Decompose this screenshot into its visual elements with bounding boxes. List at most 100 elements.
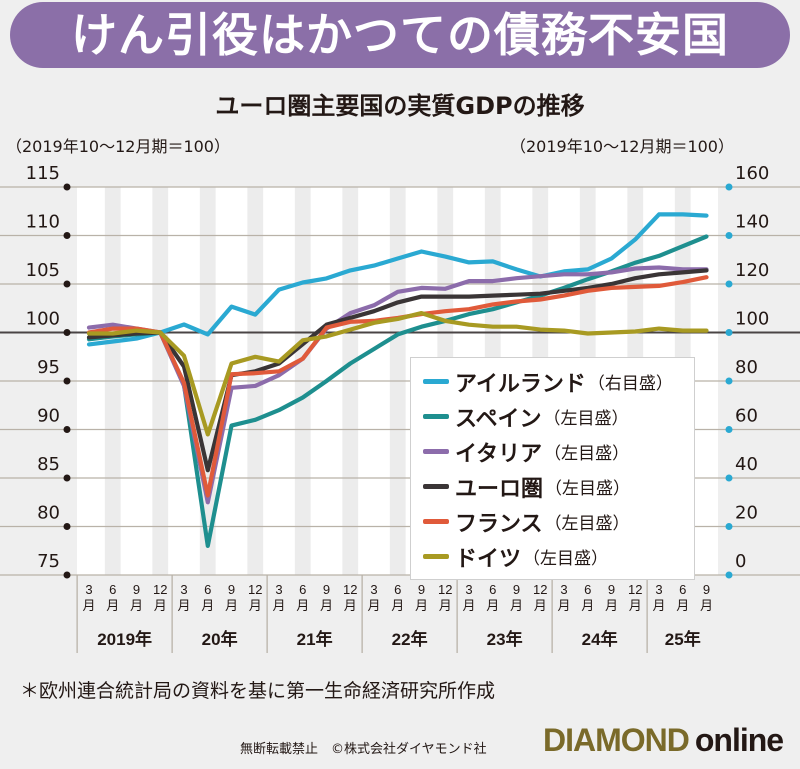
x-month-suffix: 月 — [534, 599, 547, 614]
x-month-suffix: 月 — [605, 599, 618, 614]
x-month-suffix: 月 — [462, 599, 475, 614]
x-month-number: 6 — [299, 582, 306, 597]
x-month-number: 6 — [489, 582, 496, 597]
x-month-suffix: 月 — [320, 599, 333, 614]
right-tick-label: 100 — [735, 309, 769, 330]
legend-axis-note: （左目盛） — [543, 409, 629, 429]
legend-series-name: ユーロ圏 — [455, 476, 544, 502]
x-month-suffix: 月 — [510, 599, 523, 614]
x-month-number: 3 — [85, 582, 92, 597]
legend-item: スペイン （左目盛） — [423, 399, 694, 434]
x-month-number: 6 — [109, 582, 116, 597]
x-month-suffix: 月 — [201, 599, 214, 614]
x-month-number: 6 — [394, 582, 401, 597]
legend-item: ドイツ （左目盛） — [423, 539, 694, 574]
legend-axis-note: （左目盛） — [544, 444, 630, 464]
x-month-number: 3 — [655, 582, 662, 597]
x-month-number: 12 — [343, 582, 357, 597]
x-month-number: 9 — [418, 582, 425, 597]
legend-item: フランス （左目盛） — [423, 504, 694, 539]
legend-axis-note: （左目盛） — [544, 514, 630, 534]
right-tick-label: 140 — [735, 212, 769, 233]
x-month-suffix: 月 — [439, 599, 452, 614]
x-month-suffix: 月 — [391, 599, 404, 614]
x-month-number: 3 — [275, 582, 282, 597]
x-month-suffix: 月 — [272, 599, 285, 614]
x-month-suffix: 月 — [486, 599, 499, 614]
legend: アイルランド （右目盛） スペイン （左目盛） イタリア （左目盛） ユーロ圏 （左目盛） フラ… — [410, 357, 695, 580]
legend-swatch — [423, 554, 449, 559]
x-month-number: 12 — [628, 582, 642, 597]
x-month-number: 3 — [560, 582, 567, 597]
legend-series-name: アイルランド — [455, 371, 586, 397]
legend-axis-note: （右目盛） — [587, 374, 673, 394]
left-tick-dot — [63, 523, 71, 530]
left-tick-label: 85 — [37, 454, 60, 475]
x-month-suffix: 月 — [106, 599, 119, 614]
left-tick-dot — [63, 377, 71, 385]
left-tick-label: 110 — [26, 212, 60, 233]
x-month-number: 6 — [584, 582, 591, 597]
legend-series-name: イタリア — [455, 441, 543, 467]
x-month-suffix: 月 — [652, 599, 665, 614]
x-month-suffix: 月 — [344, 599, 357, 614]
right-tick-label: 40 — [735, 454, 758, 475]
x-month-suffix: 月 — [629, 599, 642, 614]
left-tick-label: 80 — [37, 503, 60, 524]
right-tick-label: 0 — [735, 551, 746, 572]
legend-swatch — [423, 379, 449, 384]
x-month-number: 12 — [248, 582, 262, 597]
left-tick-label: 100 — [26, 309, 60, 330]
right-tick-dot — [725, 329, 733, 336]
legend-series-name: フランス — [455, 511, 543, 537]
x-month-number: 3 — [180, 582, 187, 597]
left-tick-dot — [63, 232, 71, 239]
right-tick-dot — [725, 280, 733, 288]
x-month-suffix: 月 — [82, 599, 95, 614]
legend-series-name: ドイツ — [455, 546, 522, 572]
legend-item: ユーロ圏 （左目盛） — [423, 469, 694, 504]
left-tick-label: 75 — [37, 551, 60, 572]
right-tick-dot — [725, 426, 733, 433]
logo-main: DIAMOND — [543, 722, 690, 758]
x-month-suffix: 月 — [581, 599, 594, 614]
x-month-suffix: 月 — [296, 599, 309, 614]
x-month-number: 6 — [204, 582, 211, 597]
x-year-label: 24年 — [582, 629, 618, 649]
x-month-suffix: 月 — [676, 599, 689, 614]
right-tick-label: 60 — [735, 406, 758, 427]
right-axis-unit: （2019年10～12月期＝100） — [510, 137, 734, 156]
legend-swatch — [423, 449, 449, 454]
legend-swatch — [423, 519, 449, 524]
right-tick-label: 120 — [735, 260, 769, 281]
headline-title: けん引役はかつての債務不安国 — [71, 8, 729, 62]
left-tick-dot — [63, 280, 71, 288]
x-month-number: 9 — [133, 582, 140, 597]
x-month-suffix: 月 — [154, 599, 167, 614]
legend-series-name: スペイン — [455, 406, 542, 432]
x-month-number: 3 — [370, 582, 377, 597]
source-note: ＊欧州連合統計局の資料を基に第一生命経済研究所作成 — [20, 680, 496, 702]
x-month-number: 6 — [679, 582, 686, 597]
left-tick-dot — [63, 426, 71, 433]
x-year-label: 2019年 — [97, 629, 152, 649]
x-year-label: 21年 — [297, 629, 333, 649]
diamond-online-logo: DIAMOND online — [543, 722, 784, 759]
legend-axis-note: （左目盛） — [545, 479, 631, 499]
right-tick-dot — [725, 232, 733, 239]
right-tick-dot — [725, 523, 733, 530]
left-tick-label: 90 — [37, 406, 60, 427]
legend-item: アイルランド （右目盛） — [423, 364, 694, 399]
left-axis-unit: （2019年10～12月期＝100） — [6, 137, 230, 156]
series-line-ユーロ圏 — [86, 268, 709, 473]
x-month-number: 12 — [153, 582, 167, 597]
left-tick-label: 105 — [26, 260, 60, 281]
logo-sub: online — [694, 722, 784, 758]
x-month-number: 9 — [323, 582, 330, 597]
left-tick-label: 115 — [26, 163, 60, 184]
chart-title: ユーロ圏主要国の実質GDPの推移 — [215, 92, 585, 120]
x-month-suffix: 月 — [415, 599, 428, 614]
left-tick-dot — [63, 329, 71, 336]
right-tick-label: 20 — [735, 503, 758, 524]
right-tick-label: 160 — [735, 163, 769, 184]
